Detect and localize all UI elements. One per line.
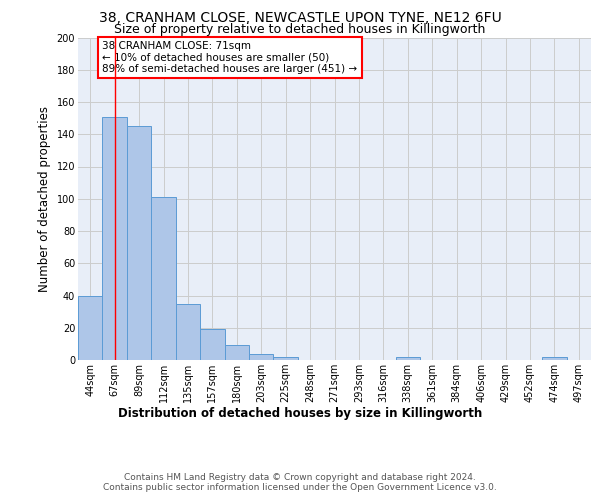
Text: 38 CRANHAM CLOSE: 71sqm
← 10% of detached houses are smaller (50)
89% of semi-de: 38 CRANHAM CLOSE: 71sqm ← 10% of detache…: [103, 40, 358, 74]
Text: 38, CRANHAM CLOSE, NEWCASTLE UPON TYNE, NE12 6FU: 38, CRANHAM CLOSE, NEWCASTLE UPON TYNE, …: [98, 11, 502, 25]
Text: Contains HM Land Registry data © Crown copyright and database right 2024.: Contains HM Land Registry data © Crown c…: [124, 472, 476, 482]
Bar: [176, 304, 200, 360]
Bar: [249, 354, 274, 360]
Bar: [200, 330, 224, 360]
Text: Contains public sector information licensed under the Open Government Licence v3: Contains public sector information licen…: [103, 482, 497, 492]
Bar: [395, 357, 420, 360]
Bar: [78, 296, 103, 360]
Bar: [151, 197, 176, 360]
Bar: [542, 357, 566, 360]
Bar: [103, 116, 127, 360]
Text: Size of property relative to detached houses in Killingworth: Size of property relative to detached ho…: [115, 22, 485, 36]
Bar: [224, 346, 249, 360]
Text: Distribution of detached houses by size in Killingworth: Distribution of detached houses by size …: [118, 408, 482, 420]
Bar: [274, 357, 298, 360]
Y-axis label: Number of detached properties: Number of detached properties: [38, 106, 51, 292]
Bar: [127, 126, 151, 360]
